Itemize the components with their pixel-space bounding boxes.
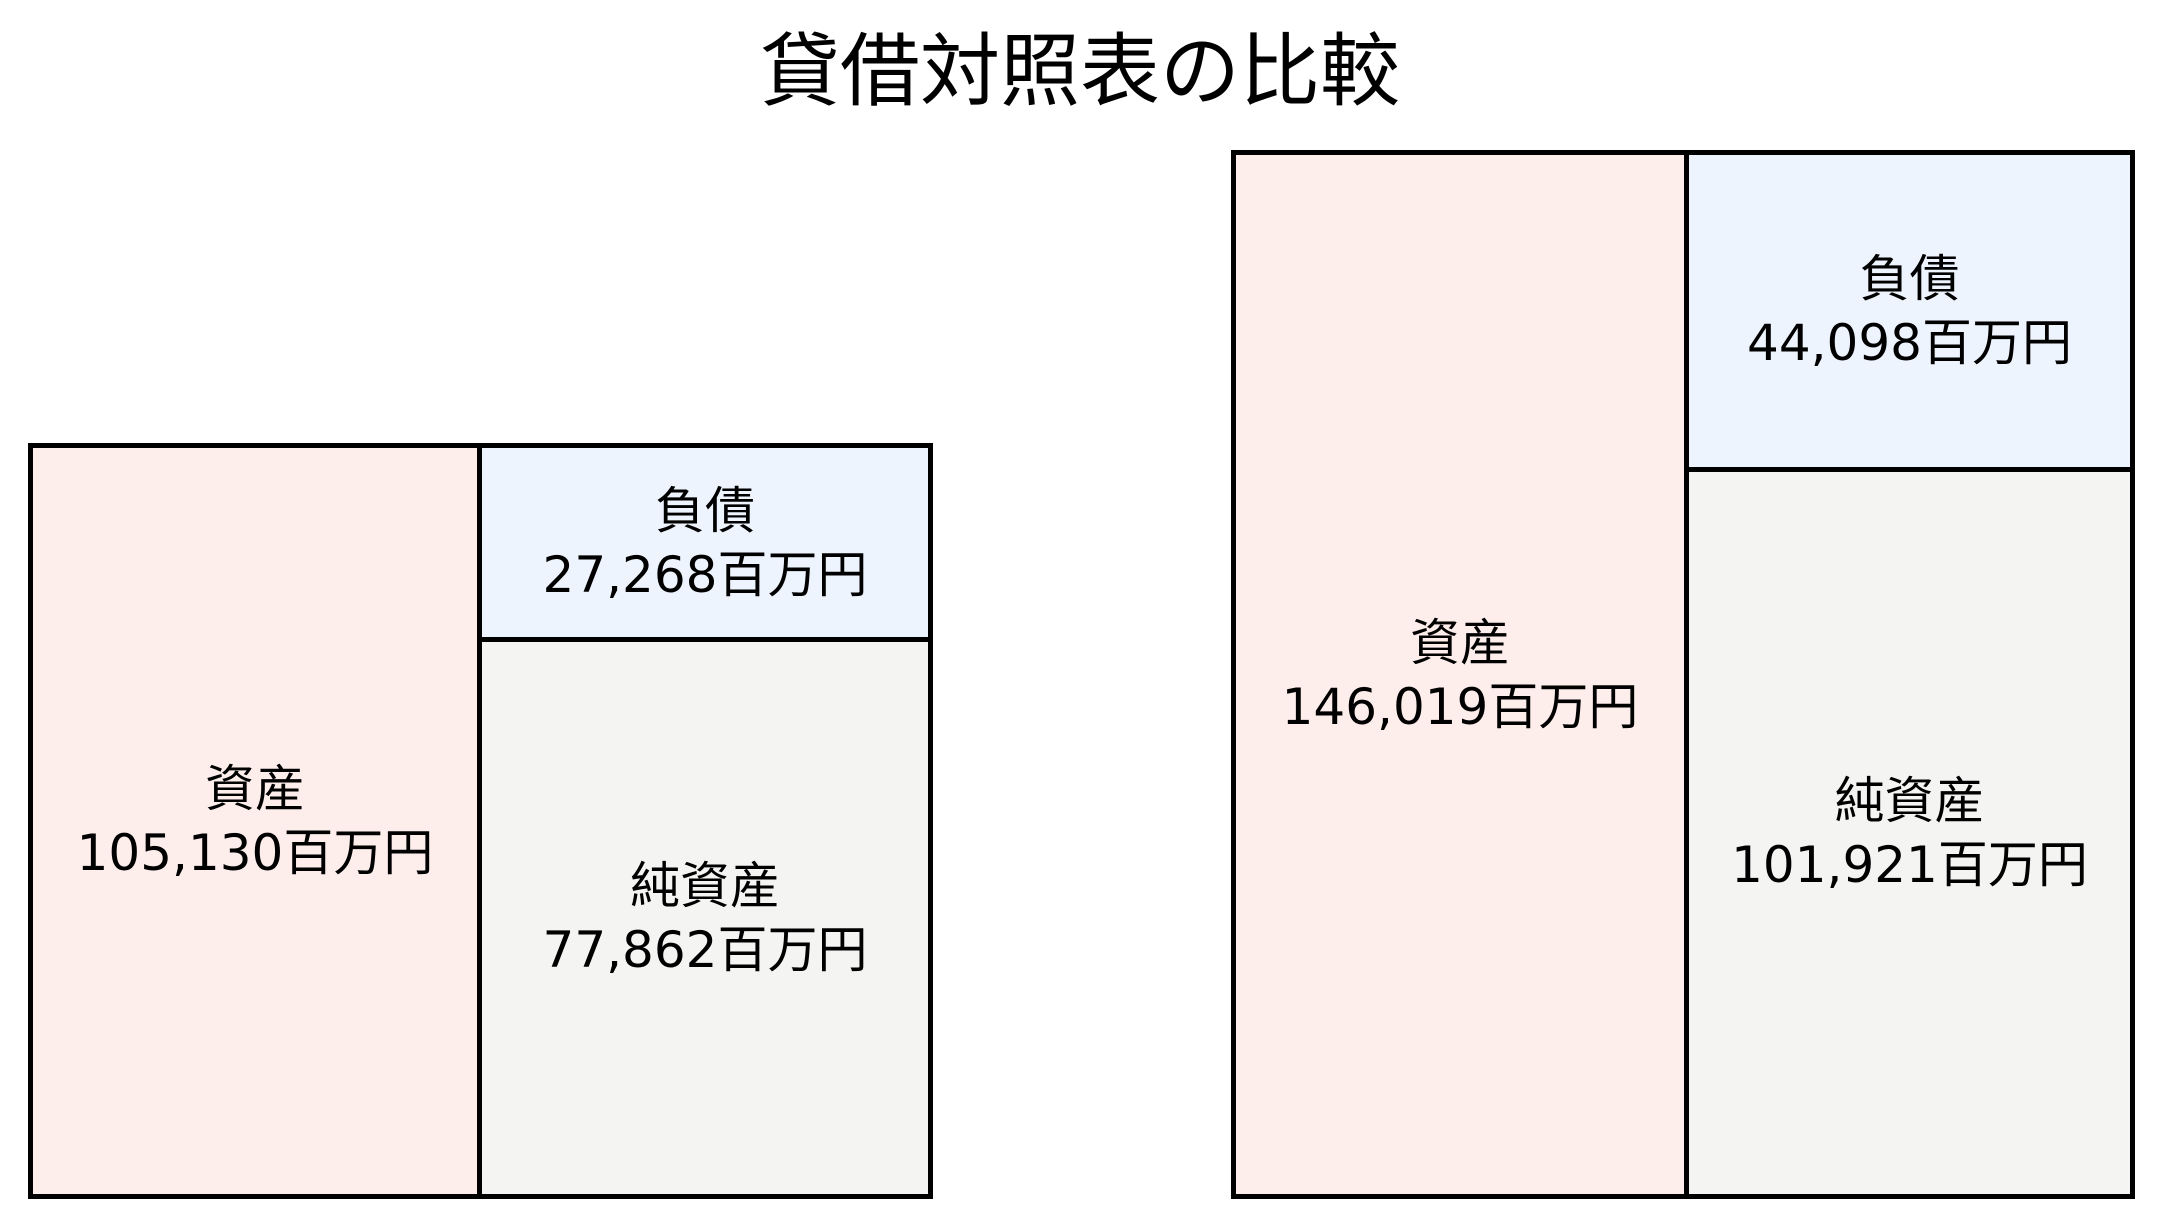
- left-assets-text: 資産 105,130百万円: [77, 757, 434, 885]
- right-liabilities-value: 44,098百万円: [1747, 314, 2072, 372]
- right-net-assets-value: 101,921百万円: [1731, 836, 2088, 894]
- left-net-assets-value: 77,862百万円: [542, 921, 868, 979]
- left-assets-label: 資産: [204, 760, 305, 818]
- left-liabilities-label: 負債: [654, 481, 755, 540]
- right-liabilities-text: 負債 44,098百万円: [1747, 247, 2072, 375]
- right-net-assets-box: 純資産 101,921百万円: [1684, 467, 2135, 1199]
- left-assets-box: 資産 105,130百万円: [28, 443, 482, 1199]
- left-liabilities-box: 負債 27,268百万円: [477, 443, 933, 642]
- left-liabilities-value: 27,268百万円: [542, 545, 868, 604]
- right-net-assets-label: 純資産: [1834, 772, 1985, 830]
- right-liabilities-label: 負債: [1859, 250, 1960, 308]
- left-net-assets-text: 純資産 77,862百万円: [543, 854, 868, 982]
- left-net-assets-label: 純資産: [629, 857, 780, 915]
- right-assets-value: 146,019百万円: [1281, 677, 1639, 736]
- left-assets-value: 105,130百万円: [76, 824, 434, 882]
- left-liabilities-text: 負債 27,268百万円: [543, 479, 868, 607]
- chart-title: 貸借対照表の比較: [760, 25, 1400, 118]
- right-assets-text: 資産 146,019百万円: [1282, 611, 1639, 739]
- right-assets-box: 資産 146,019百万円: [1231, 150, 1689, 1199]
- right-net-assets-text: 純資産 101,921百万円: [1731, 769, 2088, 897]
- left-net-assets-box: 純資産 77,862百万円: [477, 637, 933, 1199]
- right-assets-label: 資産: [1409, 613, 1510, 672]
- right-liabilities-box: 負債 44,098百万円: [1684, 150, 2135, 472]
